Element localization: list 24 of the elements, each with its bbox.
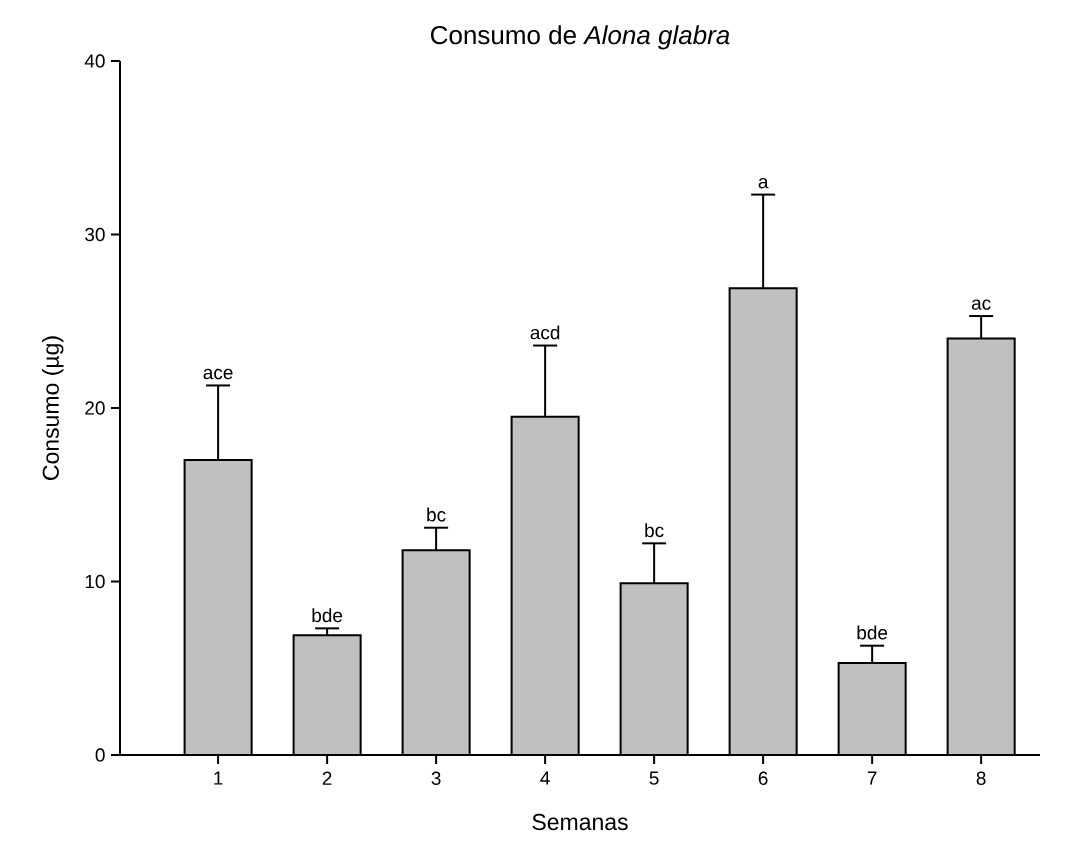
annotation: ac (971, 299, 991, 310)
x-tick-label: 8 (976, 771, 986, 785)
x-axis-title: Semanas (532, 813, 628, 831)
x-tick-label: 3 (431, 771, 441, 785)
annotation: bde (857, 625, 888, 640)
x-tick-label: 6 (758, 771, 768, 785)
y-axis-title: Consumo (µg) (42, 336, 64, 480)
chart-title: Consumo de Alona glabra (431, 25, 730, 50)
annotation: bc (427, 507, 446, 522)
y-tick-label: 30 (85, 227, 105, 242)
y-tick-label: 20 (85, 401, 105, 415)
x-tick-label: 7 (867, 771, 877, 785)
x-tick-label: 2 (322, 771, 332, 785)
y-tick-label: 40 (84, 54, 105, 68)
annotation: a (758, 177, 769, 189)
annotation: acd (530, 325, 560, 340)
annotation: ace (203, 368, 233, 380)
x-tick-label: 1 (214, 771, 223, 785)
x-tick-label: 4 (540, 771, 550, 785)
annotation: bde (312, 608, 343, 623)
y-tick-label: 0 (95, 748, 105, 762)
annotation: bc (645, 523, 664, 538)
y-tick-label: 10 (85, 574, 105, 589)
x-tick-label: 5 (649, 771, 659, 785)
